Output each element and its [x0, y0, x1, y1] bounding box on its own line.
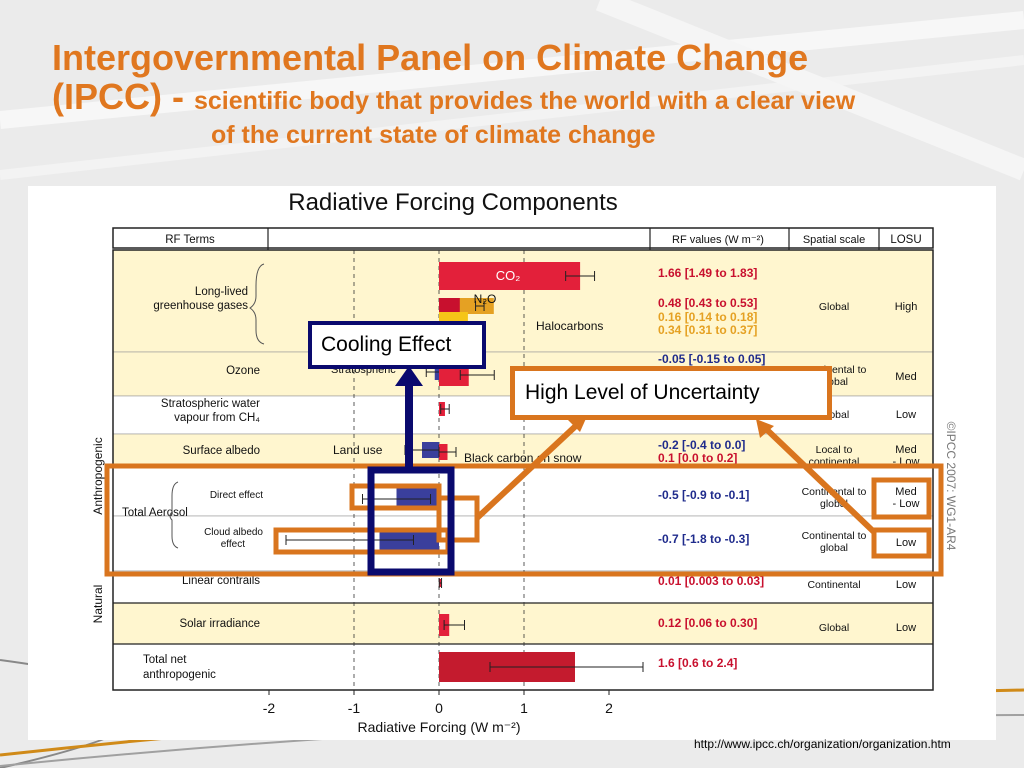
term-label: effect	[221, 539, 245, 550]
highlight-overlay	[104, 366, 944, 577]
title-line-3: of the current state of climate change	[211, 121, 656, 149]
rf-value: 0.34 [0.31 to 0.37]	[658, 323, 757, 337]
aerosol-highlight	[104, 463, 944, 577]
bar-label-n2o: N₂O	[474, 292, 497, 306]
losu-value: Low	[896, 622, 916, 634]
title-acronym: (IPCC) -	[52, 76, 194, 117]
losu-value: - Low	[893, 498, 920, 510]
spatial-scale: Local to	[816, 444, 853, 456]
spatial-scale: Global	[819, 622, 849, 634]
spatial-scale: Continental to	[802, 530, 867, 542]
rf-value: 1.6 [0.6 to 2.4]	[658, 656, 737, 670]
losu-value: Med	[895, 371, 916, 383]
title-line-1: Intergovernmental Panel on Climate Chang…	[52, 37, 809, 78]
connector-box	[436, 495, 480, 543]
losu-value: High	[895, 301, 918, 313]
radiative-forcing-chart: Radiative Forcing Components RF Terms RF …	[91, 189, 958, 735]
source-url[interactable]: http://www.ipcc.ch/organization/organiza…	[694, 737, 951, 751]
uncertainty-arrow-shaft	[474, 419, 583, 521]
term-label: Ozone	[226, 365, 260, 377]
header-spatial-scale: Spatial scale	[803, 234, 865, 246]
x-tick-label: 0	[435, 700, 443, 716]
rf-value: -0.2 [-0.4 to 0.0]	[658, 438, 745, 452]
term-label: Total net	[143, 654, 187, 666]
header-rf-values: RF values (W m⁻²)	[672, 234, 764, 246]
bar	[439, 364, 469, 386]
spatial-scale: global	[820, 542, 848, 554]
rf-value: 0.01 [0.003 to 0.03]	[658, 574, 764, 588]
bracket	[249, 263, 265, 345]
copyright: ©IPCC 2007: WG1-AR4	[944, 422, 958, 551]
spatial-scale: Continental	[807, 579, 860, 591]
term-label: Stratospheric water	[161, 398, 260, 410]
chart-title: Radiative Forcing Components	[288, 189, 618, 216]
rf-value: 1.66 [1.49 to 1.83]	[658, 266, 757, 280]
header-rf-terms: RF Terms	[165, 234, 215, 246]
term-label: greenhouse gases	[153, 300, 248, 312]
rf-value: 0.16 [0.14 to 0.18]	[658, 310, 757, 324]
losu-value: Med	[895, 486, 916, 498]
rf-value: -0.7 [-1.8 to -0.3]	[658, 532, 749, 546]
term-label: vapour from CH₄	[174, 412, 260, 424]
losu-highlight-1	[871, 477, 932, 520]
term-label: anthropogenic	[143, 669, 216, 681]
group-anthropogenic: Anthropogenic	[91, 437, 105, 514]
header-losu: LOSU	[890, 234, 921, 246]
uncertainty-label: High Level of Uncertainty	[525, 381, 760, 404]
rf-value: -0.05 [-0.15 to 0.05]	[658, 352, 765, 366]
bracket	[169, 481, 179, 549]
x-tick-label: 1	[520, 700, 528, 716]
term-label: Cloud albedo	[204, 527, 263, 538]
losu-highlight-2	[871, 527, 932, 559]
rf-value: 0.48 [0.43 to 0.53]	[658, 296, 757, 310]
term-label: Solar irradiance	[179, 618, 260, 630]
uncertainty-arrow-head-2	[756, 419, 774, 438]
x-axis-label: Radiative Forcing (W m⁻²)	[358, 719, 521, 735]
rf-value: 0.1 [0.0 to 0.2]	[658, 451, 737, 465]
x-tick-label: -1	[348, 700, 361, 716]
x-tick-label: -2	[263, 700, 276, 716]
table-header-row	[112, 227, 934, 249]
rf-value: -0.5 [-0.9 to -0.1]	[658, 488, 749, 502]
bar-label-halocarbons: Halocarbons	[536, 319, 603, 333]
losu-value: Med	[895, 444, 916, 456]
aerosol-group-label: Total Aerosol	[122, 507, 188, 519]
term-label: Direct effect	[210, 490, 263, 501]
term-label: Long-lived	[195, 286, 248, 298]
cooling-arrow-head	[395, 366, 423, 386]
chart-figure: Radiative Forcing Components RF Terms RF …	[28, 186, 996, 740]
cooling-effect-callout: Cooling Effect	[308, 321, 486, 369]
term-label: Linear contrails	[182, 575, 260, 587]
bar-label-land-use: Land use	[333, 443, 383, 457]
uncertainty-callout: High Level of Uncertainty	[510, 366, 832, 420]
bar-label-co2: CO₂	[496, 268, 521, 283]
table-row-band	[112, 515, 934, 572]
bar-label-black-carbon: Black carbon on snow	[464, 451, 582, 465]
losu-value: Low	[896, 537, 916, 549]
cooling-box	[367, 466, 455, 576]
slide-title: Intergovernmental Panel on Climate Chang…	[52, 38, 1012, 150]
losu-value: Low	[896, 579, 916, 591]
x-tick-label: 2	[605, 700, 613, 716]
uncertainty-arrow-shaft-2	[759, 422, 877, 535]
group-natural: Natural	[91, 585, 105, 624]
bar	[439, 262, 581, 290]
cooling-effect-label: Cooling Effect	[321, 333, 452, 356]
spatial-scale: Global	[819, 301, 849, 313]
title-subtitle: scientific body that provides the world …	[193, 87, 856, 115]
rf-value: 0.12 [0.06 to 0.30]	[658, 616, 757, 630]
term-label: Surface albedo	[183, 445, 260, 457]
losu-value: Low	[896, 409, 916, 421]
